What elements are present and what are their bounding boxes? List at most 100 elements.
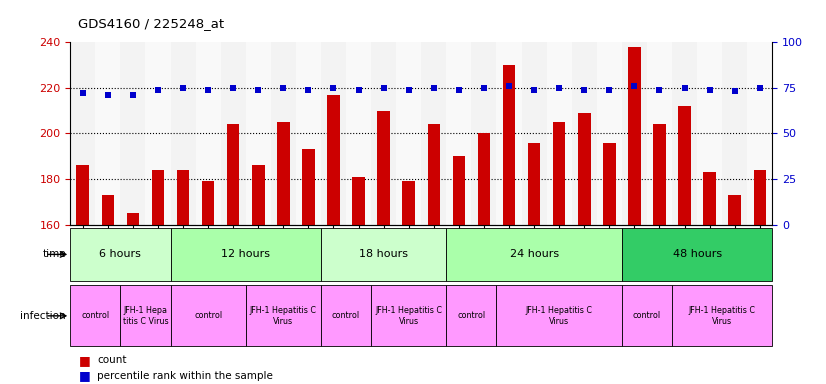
Bar [453,156,465,225]
Bar [271,42,296,225]
Point [703,87,716,93]
Bar [528,142,540,225]
Point [126,92,140,98]
Bar [177,170,189,225]
Bar [748,42,772,225]
Text: ■: ■ [78,369,90,382]
Bar [572,42,597,225]
Bar [296,42,321,225]
Bar [346,42,371,225]
Bar [371,285,446,346]
Point [277,85,290,91]
Bar [672,285,772,346]
Bar [170,42,196,225]
Bar [377,111,390,225]
Bar [145,42,170,225]
Bar [446,42,472,225]
Point [151,87,164,93]
Point [528,87,541,93]
Point [728,88,741,94]
Bar [321,42,346,225]
Text: time: time [42,249,66,260]
Text: ■: ■ [78,354,90,367]
Bar [653,124,666,225]
Point [76,90,89,96]
Text: percentile rank within the sample: percentile rank within the sample [97,371,273,381]
Bar [95,42,121,225]
Point [553,85,566,91]
Bar [672,42,697,225]
Bar [753,170,766,225]
Bar [221,42,246,225]
Bar [126,213,139,225]
Bar [603,142,615,225]
Text: control: control [633,311,661,320]
Text: control: control [458,311,486,320]
Bar [121,285,170,346]
Bar [246,285,321,346]
Bar [622,228,772,281]
Point [678,85,691,91]
Bar [704,172,716,225]
Point [252,87,265,93]
Bar [496,42,521,225]
Bar [371,42,396,225]
Bar [553,122,566,225]
Text: 12 hours: 12 hours [221,249,270,260]
Text: infection: infection [21,311,66,321]
Bar [503,65,515,225]
Bar [202,181,215,225]
Bar [697,42,722,225]
Bar [170,285,246,346]
Text: JFH-1 Hepatitis C
Virus: JFH-1 Hepatitis C Virus [689,306,756,326]
Text: 18 hours: 18 hours [359,249,408,260]
Point [502,83,515,89]
Bar [277,122,290,225]
Text: 48 hours: 48 hours [672,249,722,260]
Bar [446,285,496,346]
Bar [302,149,315,225]
Bar [578,113,591,225]
Text: 24 hours: 24 hours [510,249,558,260]
Text: control: control [194,311,222,320]
Point [377,85,390,91]
Bar [402,181,415,225]
Text: 6 hours: 6 hours [99,249,141,260]
Point [301,87,315,93]
Bar [472,42,496,225]
Text: JFH-1 Hepatitis C
Virus: JFH-1 Hepatitis C Virus [375,306,442,326]
Bar [446,228,622,281]
Bar [628,47,641,225]
Text: JFH-1 Hepa
titis C Virus: JFH-1 Hepa titis C Virus [122,306,169,326]
Point [177,85,190,91]
Bar [321,285,371,346]
Bar [252,166,264,225]
Bar [353,177,365,225]
Bar [321,228,446,281]
Point [352,87,365,93]
Text: JFH-1 Hepatitis C
Virus: JFH-1 Hepatitis C Virus [249,306,317,326]
Text: count: count [97,355,127,365]
Text: control: control [332,311,360,320]
Bar [196,42,221,225]
Bar [70,228,170,281]
Point [753,85,767,91]
Text: control: control [81,311,109,320]
Point [603,87,616,93]
Bar [428,124,440,225]
Bar [152,170,164,225]
Bar [246,42,271,225]
Point [577,87,591,93]
Point [102,92,115,98]
Bar [597,42,622,225]
Bar [70,42,95,225]
Bar [102,195,114,225]
Bar [227,124,240,225]
Point [327,85,340,91]
Point [628,83,641,89]
Bar [327,95,339,225]
Bar [647,42,672,225]
Point [477,85,491,91]
Point [402,87,415,93]
Bar [722,42,748,225]
